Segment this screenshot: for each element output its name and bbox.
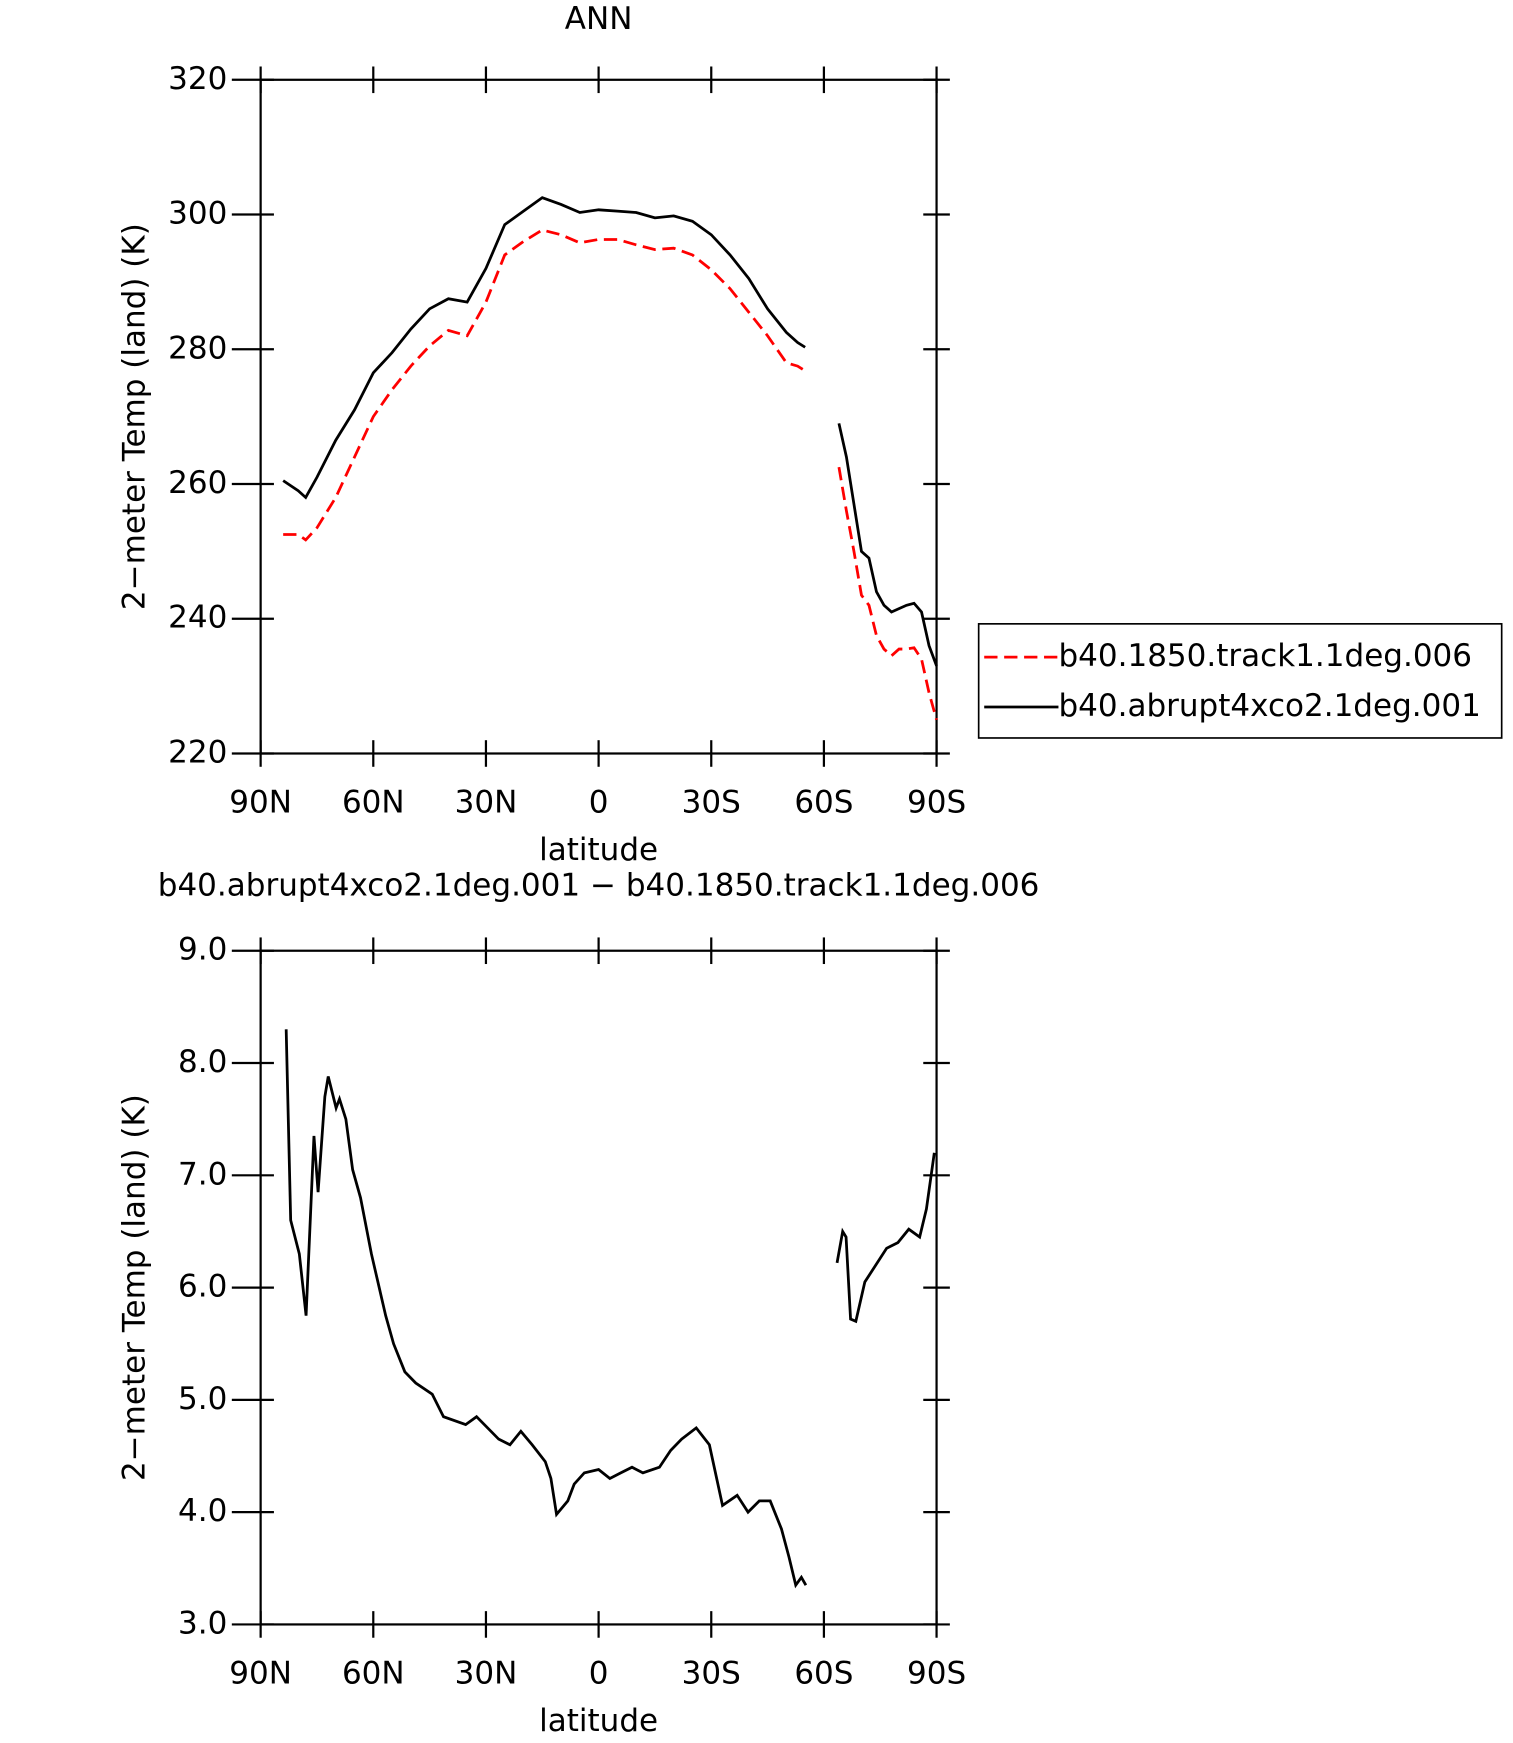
x-tick-label: 90N: [229, 784, 292, 820]
x-tick-label: 90S: [907, 784, 966, 820]
x-tick-label: 90S: [907, 1655, 966, 1691]
chart-title: ANN: [565, 1, 633, 37]
y-tick-label: 320: [168, 61, 227, 97]
x-tick-label: 0: [589, 784, 609, 820]
y-tick-label: 7.0: [178, 1156, 227, 1192]
x-tick-label: 30S: [682, 784, 741, 820]
y-tick-label: 240: [168, 600, 227, 636]
series-line: [283, 228, 938, 721]
x-axis-label: latitude: [539, 832, 658, 868]
x-tick-label: 30S: [682, 1655, 741, 1691]
y-tick-label: 5.0: [178, 1381, 227, 1417]
legend-label: b40.1850.track1.1deg.006: [1058, 638, 1472, 674]
y-axis-label: 2−meter Temp (land) (K): [116, 1094, 152, 1481]
y-tick-label: 3.0: [178, 1605, 227, 1641]
y-tick-label: 300: [168, 196, 227, 232]
y-tick-label: 6.0: [178, 1269, 227, 1305]
x-tick-label: 60S: [794, 784, 853, 820]
x-tick-label: 0: [589, 1655, 609, 1691]
series-line: [282, 196, 938, 667]
legend-label: b40.abrupt4xco2.1deg.001: [1058, 688, 1480, 724]
x-axis-label: latitude: [539, 1703, 658, 1739]
y-tick-label: 9.0: [178, 932, 227, 968]
y-tick-label: 280: [168, 330, 227, 366]
chart-title: b40.abrupt4xco2.1deg.001 − b40.1850.trac…: [158, 867, 1040, 903]
y-tick-label: 260: [168, 465, 227, 501]
x-tick-label: 30N: [455, 784, 518, 820]
y-tick-label: 8.0: [178, 1044, 227, 1080]
x-tick-label: 60N: [342, 1655, 405, 1691]
x-tick-label: 90N: [229, 1655, 292, 1691]
y-axis-label: 2−meter Temp (land) (K): [116, 223, 152, 610]
y-tick-label: 220: [168, 734, 227, 770]
plot-frame: [259, 78, 938, 755]
y-tick-label: 4.0: [178, 1493, 227, 1529]
series-line: [284, 1029, 936, 1589]
x-tick-label: 30N: [455, 1655, 518, 1691]
x-tick-label: 60N: [342, 784, 405, 820]
plot-frame: [259, 949, 938, 1626]
x-tick-label: 60S: [794, 1655, 853, 1691]
legend-box: [977, 623, 1503, 739]
